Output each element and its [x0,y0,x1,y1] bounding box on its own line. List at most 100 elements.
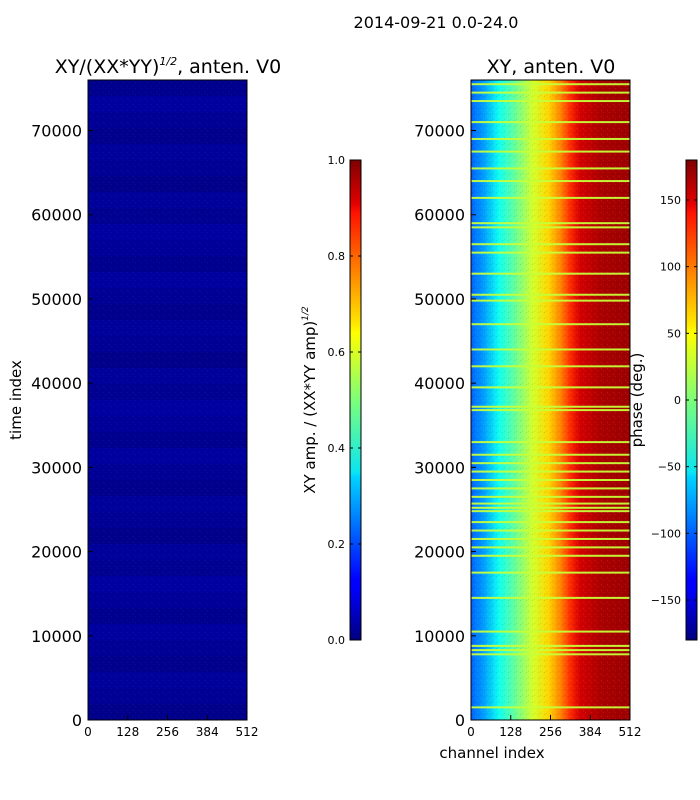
xy-phase-flat-line [471,196,630,199]
amplitude-ratio-yaxis: 0 10000 20000 30000 40000 50000 60000 70000 [31,122,93,730]
xy-phase-ytick-tick-label: 50000 [414,290,465,309]
amplitude-ratio-ytick-tick-label: 10000 [31,627,82,646]
amplitude-colorbar-tick-label: 0.0 [328,634,346,647]
amplitude-ratio-ytick-tick-label: 20000 [31,543,82,562]
xy-phase-flat-line [471,222,630,225]
xy-phase-flat-line [471,470,630,473]
xy-phase-flat-line [471,293,630,296]
phase-colorbar: −150 −100 −50 0 50 100 150 phase (deg.) [628,159,698,641]
xy-phase-flat-line [471,487,630,490]
xy-phase-flat-line [471,546,630,549]
xy-phase-flat-line [471,348,630,351]
xy-phase-flat-line [471,226,630,229]
xy-phase-flat-line [471,83,630,86]
xy-phase-xaxis: 0 128 256 384 512 [467,715,641,739]
xy-phase-flat-lines [471,83,630,709]
amplitude-ratio-xtick-tick-label: 128 [116,725,139,739]
amplitude-ratio-title: XY/(XX*YY)1/2, anten. V0 [55,55,281,78]
xy-phase-xtick-tick-label: 512 [619,725,642,739]
amplitude-ratio-xtick-tick-label: 256 [156,725,179,739]
amplitude-colorbar-tick-label: 0.8 [328,250,346,263]
xy-phase-yaxis: 0 10000 20000 30000 40000 50000 60000 70000 [414,122,476,730]
amplitude-colorbar-fill [350,160,361,640]
xy-phase-flat-line [471,150,630,153]
phase-colorbar-ticks: −150 −100 −50 0 50 100 150 [651,194,697,607]
xy-phase-title: XY, anten. V0 [487,56,616,78]
xy-phase-ytick-tick-label: 40000 [414,374,465,393]
xy-phase-ytick-tick-label: 60000 [414,206,465,225]
figure-suptitle: 2014-09-21 0.0-24.0 [354,13,519,32]
xy-phase-flat-line [471,596,630,599]
amplitude-colorbar-tick-label: 0.2 [328,538,346,551]
xy-phase-flat-line [471,121,630,124]
xy-phase-flat-line [471,502,630,505]
xy-phase-flat-line [471,706,630,709]
xy-phase-flat-line [471,386,630,389]
amplitude-ratio-xaxis: 0 128 256 384 512 [84,715,258,739]
xy-phase-flat-line [471,653,630,656]
phase-colorbar-tick-label: 150 [660,194,681,207]
xy-phase-flat-line [471,441,630,444]
xy-phase-flat-line [471,462,630,465]
amplitude-colorbar-tick-label: 1.0 [328,154,346,167]
xy-phase-flat-line [471,243,630,246]
xy-phase-flat-line [471,510,630,513]
xy-phase-flat-line [471,365,630,368]
xy-phase-flat-line [471,537,630,540]
xy-phase-flat-line [471,479,630,481]
amplitude-ratio-ylabel: time index [7,360,25,440]
xy-phase-xtick-tick-label: 256 [539,725,562,739]
xy-phase-flat-line [471,100,630,103]
amplitude-ratio-ytick-tick-label: 30000 [31,458,82,477]
amplitude-colorbar-ticks: 0.0 0.2 0.4 0.6 0.8 1.0 [328,154,361,647]
amplitude-ratio-noise [88,80,247,720]
xy-phase-flat-line [471,409,630,412]
xy-phase-ytick-tick-label: 30000 [414,458,465,477]
phase-colorbar-tick-label: 0 [674,394,681,407]
amplitude-ratio-xtick-tick-label: 512 [236,725,259,739]
amplitude-colorbar-tick-label: 0.6 [328,346,346,359]
xy-phase-ytick-tick-label: 0 [455,711,465,730]
xy-phase-flat-line [471,272,630,275]
amplitude-ratio-ytick-tick-label: 60000 [31,206,82,225]
xy-phase-flat-line [471,323,630,326]
xy-phase-flat-line [471,251,630,254]
amplitude-ratio-ytick-tick-label: 40000 [31,374,82,393]
xy-phase-flat-line [471,180,630,183]
xy-phase-xtick-tick-label: 128 [499,725,522,739]
xy-phase-flat-line [471,167,630,170]
amplitude-ratio-xtick-tick-label: 0 [84,725,92,739]
xy-phase-flat-line [471,137,630,140]
xy-phase-flat-line [471,299,630,302]
phase-colorbar-label: phase (deg.) [628,353,646,448]
phase-colorbar-tick-label: −100 [651,527,681,540]
phase-colorbar-tick-label: 100 [660,261,681,274]
xy-phase-xtick-tick-label: 0 [467,725,475,739]
phase-colorbar-tick-label: −150 [651,594,681,607]
amplitude-colorbar: 0.0 0.2 0.4 0.6 0.8 1.0 XY amp. / (XX*YY amp)… [301,154,362,647]
phase-colorbar-tick-label: −50 [658,461,681,474]
xy-phase-flat-line [471,630,630,633]
xy-phase-panel: XY, anten. V0 0 10000 20000 30000 40000 50000… [414,56,641,762]
amplitude-ratio-ytick-tick-label: 0 [72,711,82,730]
xy-phase-flat-line [471,554,630,557]
xy-phase-ytick-tick-label: 10000 [414,627,465,646]
xy-phase-ytick-tick-label: 70000 [414,122,465,141]
amplitude-ratio-ytick-tick-label: 70000 [31,122,82,141]
amplitude-ratio-xtick-tick-label: 384 [196,725,219,739]
xy-phase-xtick-tick-label: 384 [579,725,602,739]
xy-phase-ytick-tick-label: 20000 [414,543,465,562]
xy-phase-noise [471,80,630,720]
phase-colorbar-fill [686,160,697,640]
xy-phase-flat-line [471,453,630,456]
xy-phase-xlabel: channel index [439,744,544,762]
amplitude-ratio-ytick-tick-label: 50000 [31,290,82,309]
xy-phase-flat-line [471,506,630,509]
xy-phase-flat-line [471,571,630,574]
xy-phase-flat-line [471,644,630,647]
xy-phase-flat-line [471,405,630,408]
xy-phase-flat-line [471,529,630,532]
phase-colorbar-tick-label: 50 [667,327,681,340]
xy-phase-flat-line [471,495,630,498]
